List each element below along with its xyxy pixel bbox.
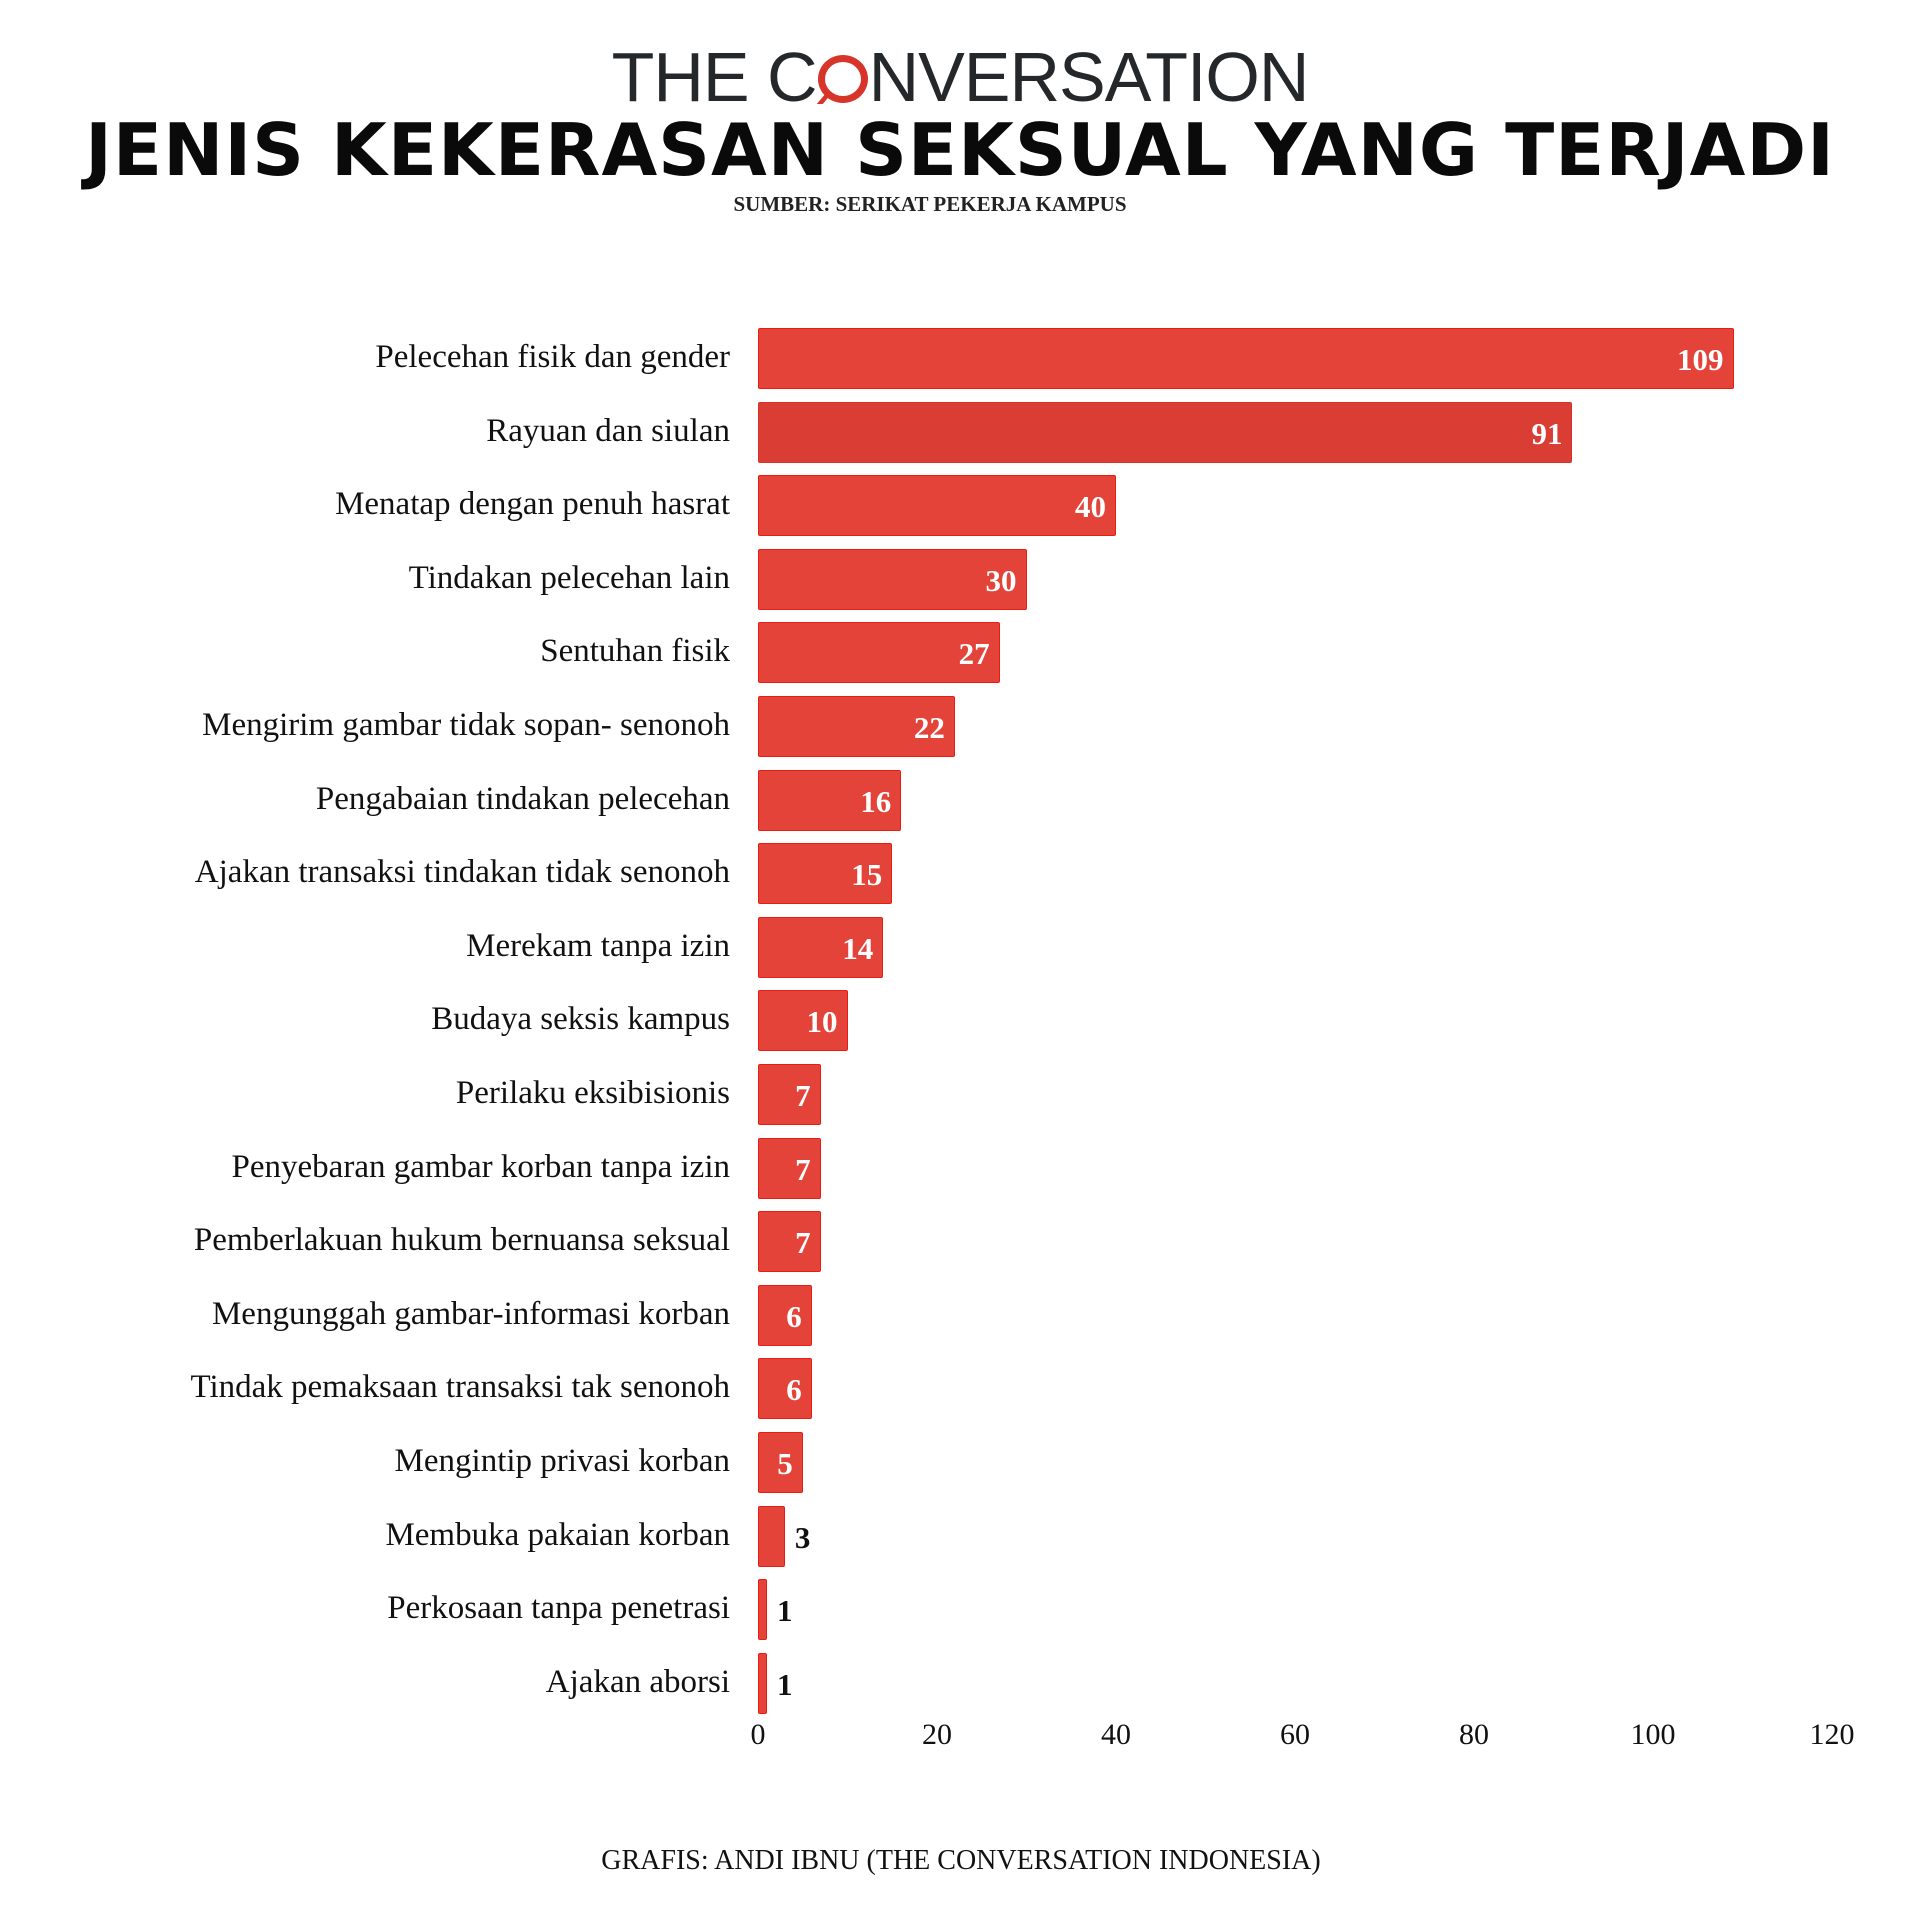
category-label: Pemberlakuan hukum bernuansa seksual <box>193 1222 730 1259</box>
x-tick-label: 80 <box>1459 1718 1489 1751</box>
bar <box>758 548 1027 610</box>
x-tick-label: 40 <box>1101 1718 1131 1751</box>
x-tick-label: 60 <box>1280 1718 1310 1751</box>
bar-value-label: 7 <box>795 1225 811 1261</box>
category-label: Perkosaan tanpa penetrasi <box>387 1590 730 1627</box>
bar-row: Penyebaran gambar korban tanpa izin 7 <box>0 1137 1920 1199</box>
category-label: Membuka pakaian korban <box>385 1516 730 1553</box>
category-label: Sentuhan fisik <box>540 633 730 670</box>
bar-row: Budaya seksis kampus 10 <box>0 990 1920 1052</box>
bar <box>758 1505 785 1567</box>
logo-text-end: NVERSATION <box>868 38 1310 116</box>
bar-value-label: 109 <box>1677 342 1724 377</box>
bar-row: Perkosaan tanpa penetrasi 1 <box>0 1579 1920 1641</box>
bar-value-label: 3 <box>794 1519 811 1555</box>
bar-value-label: 30 <box>985 562 1017 598</box>
bar <box>758 1137 821 1199</box>
category-label: Perilaku eksibisionis <box>455 1075 730 1111</box>
bar-row: Rayuan dan siulan 91 <box>0 401 1920 463</box>
bar-value-label: 10 <box>806 1004 838 1040</box>
category-label: Penyebaran gambar korban tanpa izin <box>231 1148 730 1185</box>
bar-row: Mengunggah gambar-informasi korban 6 <box>0 1284 1920 1346</box>
category-label: Rayuan dan siulan <box>486 412 730 449</box>
bar <box>758 1064 821 1125</box>
category-label: Mengunggah gambar-informasi korban <box>211 1295 730 1332</box>
bar <box>758 769 902 831</box>
bar-row: Ajakan transaksi tindakan tidak senonoh 1… <box>0 843 1920 905</box>
bar-value-label: 7 <box>795 1151 811 1187</box>
bar-value-label: 6 <box>786 1372 802 1408</box>
bar <box>758 401 1573 463</box>
bar <box>758 475 1116 537</box>
category-label: Tindak pemaksaan transaksi tak senonoh <box>190 1369 730 1406</box>
bar <box>758 1284 812 1346</box>
bar-value-label: 22 <box>913 710 945 745</box>
bar-row: Mengirim gambar tidak sopan- senonoh 22 <box>0 696 1920 757</box>
bar-row: Ajakan aborsi 1 <box>0 1652 1920 1714</box>
logo-text-start: THE C <box>611 38 818 116</box>
x-tick-label: 0 <box>750 1718 766 1751</box>
bar <box>758 1211 821 1273</box>
bar <box>758 1579 767 1641</box>
bar-row: Menatap dengan penuh hasrat 40 <box>0 475 1920 537</box>
bar-row: Perilaku eksibisionis 7 <box>0 1064 1920 1125</box>
category-label: Pengabaian tindakan pelecehan <box>315 780 730 817</box>
bar-value-label: 7 <box>795 1078 811 1113</box>
bar-value-label: 6 <box>786 1298 802 1334</box>
bar <box>758 1358 812 1420</box>
graphic-credit: GRAFIS: ANDI IBNU (THE CONVERSATION INDO… <box>601 1845 1321 1876</box>
bar <box>758 1432 803 1493</box>
category-label: Mengintip privasi korban <box>394 1443 730 1479</box>
bar <box>758 916 884 978</box>
category-label: Budaya seksis kampus <box>431 1001 730 1038</box>
bar-row: Mengintip privasi korban 5 <box>0 1432 1920 1493</box>
bar-value-label: 14 <box>842 930 874 966</box>
category-label: Tindakan pelecehan lain <box>408 559 730 596</box>
bar-value-label: 1 <box>776 1593 793 1629</box>
bar-value-label: 16 <box>860 783 892 819</box>
category-label: Merekam tanpa izin <box>466 927 730 964</box>
bar <box>758 843 893 905</box>
category-label: Mengirim gambar tidak sopan- senonoh <box>202 707 730 743</box>
bar-row: Sentuhan fisik 27 <box>0 622 1920 684</box>
category-label: Ajakan aborsi <box>545 1663 730 1700</box>
bar <box>758 990 848 1052</box>
x-tick-label: 20 <box>922 1718 952 1751</box>
speech-bubble-icon <box>817 55 868 103</box>
chart-source: SUMBER: SERIKAT PEKERJA KAMPUS <box>733 192 1127 216</box>
bar-row: Pengabaian tindakan pelecehan 16 <box>0 769 1920 831</box>
x-tick-label: 120 <box>1809 1718 1855 1751</box>
bar <box>758 328 1734 389</box>
bar-value-label: 5 <box>777 1446 793 1481</box>
category-label: Menatap dengan penuh hasrat <box>335 486 730 523</box>
the-conversation-logo: THE C NVERSATION <box>0 42 1920 112</box>
x-tick-label: 100 <box>1630 1718 1676 1751</box>
bar-value-label: 1 <box>776 1666 793 1702</box>
bar <box>758 1652 767 1714</box>
bar-value-label: 15 <box>851 857 883 893</box>
bar-value-label: 91 <box>1531 415 1563 451</box>
bar <box>758 696 955 757</box>
bar-row: Membuka pakaian korban 3 <box>0 1505 1920 1567</box>
bar-row: Tindakan pelecehan lain 30 <box>0 548 1920 610</box>
category-label: Pelecehan fisik dan gender <box>375 339 730 375</box>
bar-row: Pemberlakuan hukum bernuansa seksual 7 <box>0 1211 1920 1273</box>
bar-value-label: 40 <box>1075 489 1106 525</box>
bar-value-label: 27 <box>958 636 990 672</box>
bar-row: Merekam tanpa izin 14 <box>0 916 1920 978</box>
chart-title: JENIS KEKERASAN SEKSUAL YANG TERJADI <box>85 108 1835 192</box>
category-label: Ajakan transaksi tindakan tidak senonoh <box>194 854 730 891</box>
bar-row: Pelecehan fisik dan gender 109 <box>0 328 1920 389</box>
bar <box>758 622 1000 684</box>
bar-row: Tindak pemaksaan transaksi tak senonoh 6 <box>0 1358 1920 1420</box>
